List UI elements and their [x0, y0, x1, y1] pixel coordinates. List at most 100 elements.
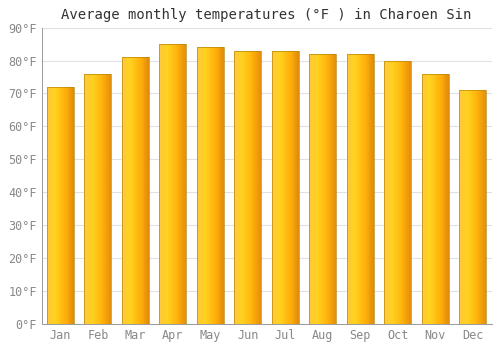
Bar [98, 74, 99, 324]
Bar [447, 74, 448, 324]
Bar [434, 74, 436, 324]
Bar [356, 54, 357, 324]
Bar [244, 51, 245, 324]
Bar [206, 47, 207, 324]
Bar [431, 74, 432, 324]
Bar [448, 74, 449, 324]
Bar [222, 47, 223, 324]
Bar [484, 90, 486, 324]
Bar [288, 51, 289, 324]
Bar [254, 51, 255, 324]
Bar [142, 57, 144, 324]
Bar [406, 61, 407, 324]
Bar [237, 51, 238, 324]
Bar [221, 47, 222, 324]
Bar [405, 61, 406, 324]
Bar [282, 51, 284, 324]
Bar [311, 54, 312, 324]
Bar [97, 74, 98, 324]
Bar [63, 87, 64, 324]
Bar [260, 51, 262, 324]
Bar [410, 61, 412, 324]
Bar [203, 47, 204, 324]
Bar [144, 57, 146, 324]
Bar [66, 87, 68, 324]
Bar [257, 51, 258, 324]
Bar [274, 51, 276, 324]
Bar [200, 47, 202, 324]
Bar [216, 47, 218, 324]
Bar [47, 87, 74, 324]
Bar [166, 44, 168, 324]
Bar [316, 54, 318, 324]
Bar [436, 74, 437, 324]
Bar [315, 54, 316, 324]
Bar [239, 51, 240, 324]
Bar [272, 51, 299, 324]
Bar [465, 90, 466, 324]
Bar [331, 54, 332, 324]
Bar [70, 87, 71, 324]
Bar [205, 47, 206, 324]
Bar [310, 54, 336, 324]
Bar [392, 61, 394, 324]
Bar [360, 54, 362, 324]
Bar [147, 57, 148, 324]
Bar [252, 51, 254, 324]
Bar [407, 61, 408, 324]
Bar [461, 90, 462, 324]
Bar [57, 87, 58, 324]
Bar [134, 57, 136, 324]
Title: Average monthly temperatures (°F ) in Charoen Sin: Average monthly temperatures (°F ) in Ch… [62, 8, 472, 22]
Bar [478, 90, 479, 324]
Bar [86, 74, 87, 324]
Bar [246, 51, 247, 324]
Bar [247, 51, 248, 324]
Bar [141, 57, 142, 324]
Bar [429, 74, 430, 324]
Bar [470, 90, 471, 324]
Bar [428, 74, 429, 324]
Bar [460, 90, 461, 324]
Bar [480, 90, 481, 324]
Bar [472, 90, 473, 324]
Bar [358, 54, 360, 324]
Bar [213, 47, 214, 324]
Bar [55, 87, 56, 324]
Bar [50, 87, 51, 324]
Bar [387, 61, 388, 324]
Bar [424, 74, 426, 324]
Bar [354, 54, 355, 324]
Bar [180, 44, 181, 324]
Bar [328, 54, 329, 324]
Bar [362, 54, 363, 324]
Bar [439, 74, 440, 324]
Bar [347, 54, 374, 324]
Bar [122, 57, 149, 324]
Bar [100, 74, 102, 324]
Bar [334, 54, 336, 324]
Bar [426, 74, 428, 324]
Bar [347, 54, 348, 324]
Bar [395, 61, 396, 324]
Bar [442, 74, 444, 324]
Bar [54, 87, 55, 324]
Bar [463, 90, 464, 324]
Bar [466, 90, 468, 324]
Bar [197, 47, 224, 324]
Bar [107, 74, 108, 324]
Bar [197, 47, 198, 324]
Bar [313, 54, 314, 324]
Bar [95, 74, 96, 324]
Bar [108, 74, 110, 324]
Bar [363, 54, 364, 324]
Bar [52, 87, 53, 324]
Bar [258, 51, 260, 324]
Bar [441, 74, 442, 324]
Bar [370, 54, 371, 324]
Bar [294, 51, 296, 324]
Bar [140, 57, 141, 324]
Bar [273, 51, 274, 324]
Bar [220, 47, 221, 324]
Bar [298, 51, 299, 324]
